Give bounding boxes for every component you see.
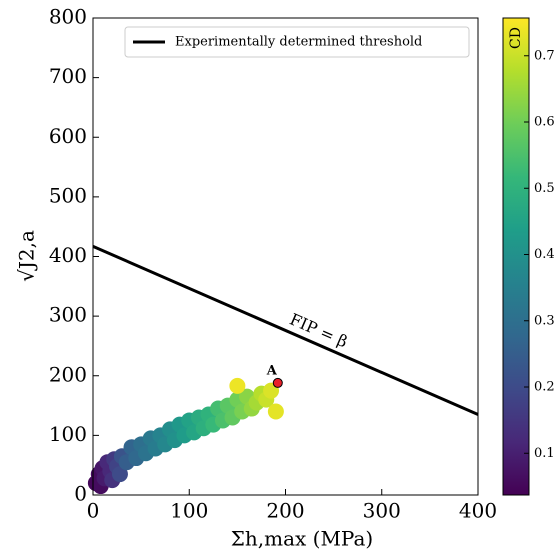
y-tick-label: 800	[49, 5, 87, 29]
colorbar-tick-label: 0.6	[534, 115, 554, 130]
colorbar-tick-label: 0.2	[534, 380, 554, 395]
colorbar	[502, 17, 530, 496]
threshold-line	[92, 244, 479, 416]
point	[267, 403, 284, 420]
point	[229, 377, 246, 394]
x-tick-label: 200	[266, 499, 304, 523]
colorbar-tick-label: 0.3	[534, 313, 554, 328]
colorbar-tick-label: 0.7	[534, 48, 554, 63]
x-tick-label: 400	[459, 499, 497, 523]
point	[111, 466, 128, 483]
marker-label: A	[266, 363, 278, 378]
y-tick-label: 700	[49, 64, 87, 88]
colorbar-tick-label: 0.5	[534, 181, 554, 196]
y-tick-label: 300	[49, 303, 87, 327]
y-tick-label: 400	[49, 243, 87, 267]
plot-frame	[92, 17, 479, 496]
y-tick-label: 0	[74, 482, 87, 506]
y-tick-label: 200	[49, 362, 87, 386]
colorbar-tick-label: 0.4	[534, 247, 554, 262]
x-tick-label: 300	[363, 499, 401, 523]
y-tick-label: 500	[49, 183, 87, 207]
colorbar-tick-label: 0.1	[534, 446, 554, 461]
marker-point	[272, 377, 283, 388]
y-tick-label: 600	[49, 124, 87, 148]
legend-label: Experimentally determined threshold	[175, 35, 422, 50]
legend-box	[124, 26, 470, 58]
x-axis-label: Σh,max (MPa)	[231, 527, 373, 551]
colorbar-label: CD	[508, 27, 524, 49]
x-tick-label: 0	[87, 499, 100, 523]
x-tick-label: 100	[170, 499, 208, 523]
y-axis-label: √J2,a	[15, 230, 39, 282]
y-tick-label: 100	[49, 422, 87, 446]
